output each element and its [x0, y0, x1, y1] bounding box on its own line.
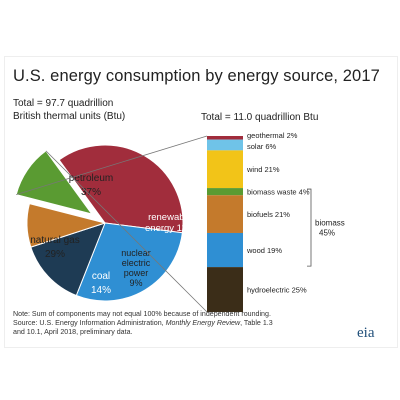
renewable-segment-3	[207, 188, 243, 196]
source-italic: Monthly Energy Review	[165, 319, 241, 327]
chart-note: Note: Sum of components may not equal 10…	[13, 310, 363, 337]
renewable-segment-5	[207, 232, 243, 268]
renewable-segment-2	[207, 150, 243, 189]
source-line-2: and 10.1, April 2018, preliminary data.	[13, 328, 133, 336]
source-prefix: Source: U.S. Energy Information Administ…	[13, 319, 166, 327]
note-line: Note: Sum of components may not equal 10…	[13, 310, 271, 318]
renewable-label-wind-21: wind 21%	[246, 165, 280, 174]
energy-chart: petroleum 37% natural gas 29% coal 14% nuclear…	[15, 131, 345, 313]
chart-frame: U.S. energy consumption by energy source…	[4, 56, 398, 348]
eia-logo: eia	[357, 325, 375, 341]
pie-label-nuclear-3: power	[124, 268, 149, 278]
pie-total-label: Total = 97.7 quadrillion British thermal…	[13, 97, 203, 123]
source-line: Source: U.S. Energy Information Administ…	[13, 319, 363, 328]
pie-value-natural-gas: 29%	[45, 249, 65, 260]
renewables-total-label: Total = 11.0 quadrillion Btu	[201, 112, 319, 123]
biomass-label: biomass	[315, 219, 345, 228]
source-suffix: , Table 1.3	[240, 319, 273, 327]
renewable-segment-0	[207, 136, 243, 140]
pie-value-nuclear: 9%	[129, 278, 142, 288]
pie-slice-petroleum	[58, 144, 184, 234]
pie-value-coal: 14%	[91, 285, 111, 296]
pie-label-natural-gas: natural gas	[30, 235, 79, 246]
pie-label-coal: coal	[92, 271, 110, 282]
renewable-segment-4	[207, 195, 243, 233]
connector-line-top	[16, 135, 208, 195]
chart-title: U.S. energy consumption by energy source…	[13, 67, 380, 85]
renewable-segment-1	[207, 139, 243, 151]
pie-label-petroleum: petroleum	[69, 173, 113, 184]
renewable-label-biofuels-21: biofuels 21%	[247, 210, 290, 219]
renewable-label-geothermal-2: geothermal 2%	[247, 131, 298, 140]
biomass-value: 45%	[319, 229, 335, 238]
renewable-label-hydroelectric-25: hydroelectric 25%	[247, 286, 307, 295]
pie-total-line2: British thermal units (Btu)	[13, 111, 126, 122]
pie-value-petroleum: 37%	[81, 187, 101, 198]
renewable-label-solar-6: solar 6%	[247, 142, 277, 151]
renewable-label-biomass-waste-4: biomass waste 4%	[247, 188, 310, 197]
connector-line-bottom	[45, 150, 208, 313]
pie-label-renewable-2: energy 11%	[145, 223, 196, 234]
biomass-bracket	[307, 188, 312, 267]
pie-label-nuclear-1: nuclear	[121, 248, 151, 258]
renewable-label-wood-19: wood 19%	[246, 246, 282, 255]
pie-slice-natural-gas	[75, 222, 183, 302]
pie-total-line1: Total = 97.7 quadrillion	[13, 98, 114, 109]
renewable-segment-6	[207, 267, 243, 312]
pie-slice-nuclear-electric-power	[26, 202, 107, 248]
pie-label-renewable-1: renewable	[148, 212, 192, 223]
pie-label-nuclear-2: electric	[122, 258, 151, 268]
